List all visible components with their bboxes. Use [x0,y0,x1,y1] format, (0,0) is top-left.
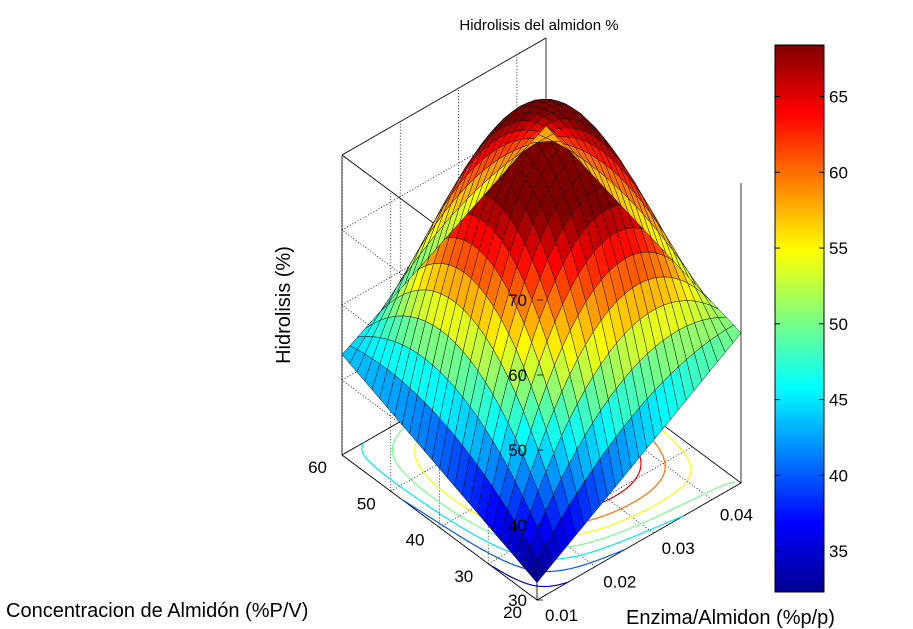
box-edge [341,454,538,601]
chart-title: Hidrolisis del almidon % [459,17,618,34]
colorbar-tick-label: 45 [829,391,848,410]
y-axis-label: Concentracion de Almidón (%P/V) [6,600,308,622]
colorbar-tick-label: 65 [829,88,848,107]
x-tick-label: 0.03 [662,539,695,558]
y-tick-label: 40 [406,531,425,550]
colorbar-tick-label: 40 [829,466,848,485]
z-tick-label: 40 [508,516,527,535]
colorbar-tick-label: 35 [829,542,848,561]
z-tick-label: 50 [508,441,527,460]
colorbar: 35 40 45 50 55 60 65 [774,44,848,593]
x-axis-label: Enzima/Almidon (%p/p) [626,607,835,629]
colorbar-tick-label: 55 [829,239,848,258]
x-tick-label: 0.04 [720,506,753,525]
box-edge [341,37,547,156]
z-tick-label: 30 [508,591,527,610]
z-tick-label: 60 [508,366,527,385]
z-axis-label: Hidrolisis (%) [273,246,295,364]
surface-mesh [341,98,742,584]
colorbar-tick-label: 60 [829,163,848,182]
y-tick-label: 50 [357,494,376,513]
x-tick-label: 0.01 [545,606,578,625]
contour-line [489,564,569,588]
x-tick-label: 0.02 [603,573,636,592]
y-tick-label: 60 [308,458,327,477]
surface-patch [537,125,554,138]
y-tick-label: 20 [503,603,522,622]
colorbar-tick-label: 50 [829,315,848,334]
colorbar-gradient [774,44,825,593]
z-tick-label: 70 [508,291,527,310]
colorbar-ticks: 35 40 45 50 55 60 65 [775,88,848,561]
y-tick-label: 30 [454,567,473,586]
box-edge [536,482,742,601]
